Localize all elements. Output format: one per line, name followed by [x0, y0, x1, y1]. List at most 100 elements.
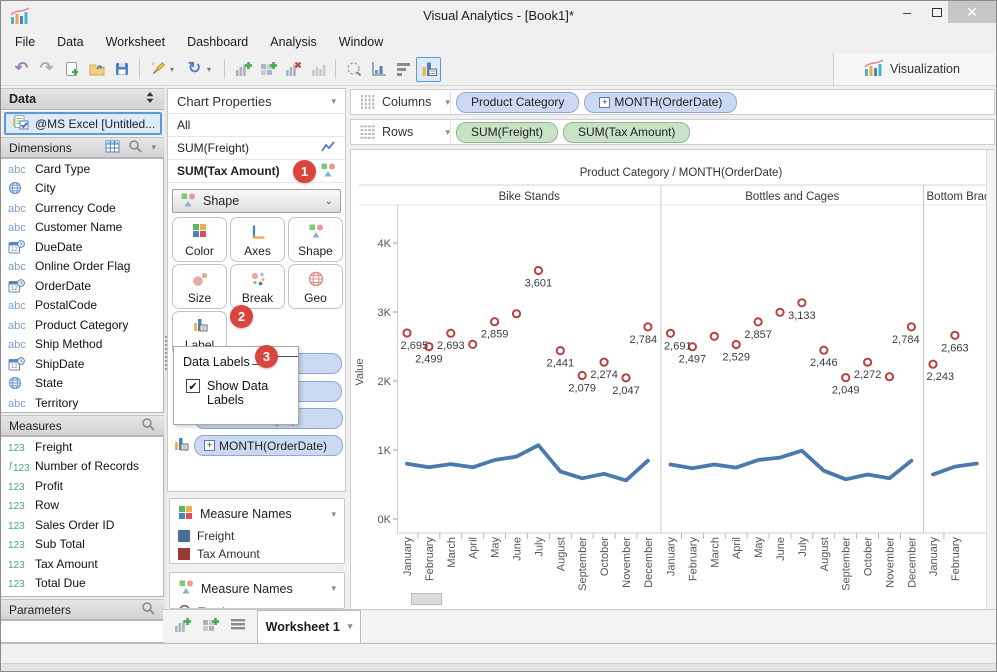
legend-item-tax-amount[interactable]: Tax Amount: [170, 602, 344, 608]
menu-item-file[interactable]: File: [15, 35, 36, 49]
dimension-orderdate[interactable]: 12 OrderDate: [1, 276, 163, 296]
splitter-handle-icon[interactable]: [164, 336, 167, 370]
legend-item-tax-amount[interactable]: Tax Amount: [170, 545, 344, 563]
dimension-shipdate[interactable]: 12 ShipDate: [1, 354, 163, 374]
maximize-icon: [932, 7, 942, 17]
new-file-button[interactable]: [59, 57, 84, 82]
color-button[interactable]: Color: [172, 217, 227, 262]
menu-item-worksheet[interactable]: Worksheet: [105, 35, 166, 49]
shape-dropdown[interactable]: Shape ⌄: [172, 189, 341, 213]
menu-item-data[interactable]: Data: [57, 35, 84, 49]
legend-item-freight[interactable]: Freight: [170, 527, 344, 545]
remove-chart-button[interactable]: [280, 57, 305, 82]
size-button[interactable]: Size: [172, 264, 227, 309]
measure-profit[interactable]: 123 Profit: [1, 476, 163, 496]
measure-freight[interactable]: 123 Freight: [1, 437, 163, 457]
horizontal-scrollbar-thumb[interactable]: [411, 593, 442, 605]
data-labels-toggle-button[interactable]: [416, 56, 441, 82]
add-chart-button[interactable]: [230, 57, 255, 82]
axes-button[interactable]: Axes: [230, 217, 285, 262]
pill-sum-freight-[interactable]: SUM(Freight): [456, 121, 559, 143]
measure-number-of-records[interactable]: ƒ 123 Number of Records: [1, 457, 163, 477]
bar-chart-gray-button[interactable]: [305, 57, 330, 82]
dimension-online-order-flag[interactable]: abc Online Order Flag: [1, 257, 163, 277]
dimension-duedate[interactable]: 12 DueDate: [1, 237, 163, 257]
geo-button[interactable]: Geo: [288, 264, 343, 309]
connection-item[interactable]: @MS Excel [Untitled...: [4, 112, 162, 135]
lasso-button[interactable]: [341, 57, 366, 82]
new-dashboard-icon[interactable]: [201, 616, 219, 637]
search-icon[interactable]: [128, 139, 143, 157]
legend-header[interactable]: Measure Names ▾: [170, 573, 344, 602]
dimension-currency-code[interactable]: abc Currency Code: [1, 198, 163, 218]
columns-shelf-label[interactable]: Columns ▾: [351, 90, 451, 114]
dimension-card-type[interactable]: abc Card Type: [1, 159, 163, 179]
expand-plus-icon[interactable]: +: [599, 96, 611, 108]
menu-item-window[interactable]: Window: [338, 35, 384, 49]
refresh-button[interactable]: ↻: [187, 60, 202, 77]
circle-outline-icon: [178, 604, 191, 608]
panel-splitter[interactable]: [164, 86, 167, 663]
chevron-down-icon[interactable]: ▾: [170, 64, 175, 74]
new-worksheet-icon[interactable]: [173, 616, 191, 637]
dimension-product-category[interactable]: abc Product Category: [1, 315, 163, 335]
chart-plot[interactable]: Product Category / MONTH(OrderDate) Bike …: [351, 150, 994, 610]
minimize-button[interactable]: –: [903, 4, 911, 20]
measure-tax-amount[interactable]: 123 Tax Amount: [1, 554, 163, 574]
redo-button[interactable]: ↷: [39, 60, 54, 77]
chart-area[interactable]: Product Category / MONTH(OrderDate) Bike …: [350, 149, 995, 611]
legend-header[interactable]: Measure Names ▾: [170, 499, 344, 527]
dimension-territory[interactable]: abc Territory: [1, 393, 163, 412]
save-button[interactable]: [109, 57, 134, 82]
close-button[interactable]: ✕: [948, 1, 996, 23]
month-pill-row: + MONTH(OrderDate): [173, 435, 343, 456]
dimension-customer-name[interactable]: abc Customer Name: [1, 218, 163, 238]
properties-row-sum-tax[interactable]: SUM(Tax Amount): [168, 160, 345, 183]
worksheet-tab[interactable]: Worksheet 1 ▾: [257, 609, 361, 643]
break-button[interactable]: Break: [230, 264, 285, 309]
chart-properties-header[interactable]: Chart Properties ▾: [168, 89, 345, 114]
worksheet-list-icon[interactable]: [229, 616, 247, 637]
expand-plus-icon[interactable]: +: [204, 440, 215, 451]
abc-icon: abc: [8, 319, 35, 331]
chevron-down-icon[interactable]: ▾: [207, 64, 212, 74]
measure-total-due[interactable]: 123 Total Due: [1, 574, 163, 594]
search-icon[interactable]: [141, 417, 156, 435]
undo-button[interactable]: ↶: [14, 60, 29, 77]
field-label: Product Category: [35, 317, 129, 332]
dimension-postalcode[interactable]: abc PostalCode: [1, 296, 163, 316]
pill-month-orderdate-[interactable]: + MONTH(OrderDate): [584, 91, 738, 113]
pill-product-category[interactable]: Product Category: [456, 91, 580, 113]
svg-text:August: August: [555, 537, 567, 571]
sort-ascending-button[interactable]: [366, 57, 391, 82]
measure-row[interactable]: 123 Row: [1, 496, 163, 516]
measure-sub-total[interactable]: 123 Sub Total: [1, 535, 163, 555]
pill-month-orderdate[interactable]: + MONTH(OrderDate): [194, 435, 343, 456]
vertical-scrollbar[interactable]: [986, 150, 995, 610]
chevron-down-icon[interactable]: ▾: [151, 142, 156, 152]
size-button-label: Size: [187, 291, 212, 305]
data-wand-button[interactable]: [145, 57, 170, 82]
measure-sales-order-id[interactable]: 123 Sales Order ID: [1, 515, 163, 535]
rows-shelf-label[interactable]: Rows ▾: [351, 120, 451, 144]
sort-descending-button[interactable]: [391, 57, 416, 82]
menu-item-dashboard[interactable]: Dashboard: [187, 35, 249, 49]
pill-sum-tax-amount-[interactable]: SUM(Tax Amount): [563, 121, 691, 143]
toolbar-separator: [224, 59, 225, 79]
visualization-tab[interactable]: Visualization: [833, 53, 996, 86]
collapse-expand-icon[interactable]: [144, 91, 156, 107]
dimension-ship-method[interactable]: abc Ship Method: [1, 335, 163, 355]
properties-row-sum-freight[interactable]: SUM(Freight): [168, 137, 345, 160]
table-grid-icon[interactable]: [105, 140, 120, 156]
open-folder-button[interactable]: [84, 57, 109, 82]
maximize-button[interactable]: [924, 1, 950, 23]
dimension-state[interactable]: State: [1, 374, 163, 394]
add-dashboard-button[interactable]: [255, 57, 280, 82]
menu-item-analysis[interactable]: Analysis: [270, 35, 317, 49]
search-icon[interactable]: [141, 601, 156, 619]
svg-text:abc: abc: [8, 203, 26, 214]
dimension-city[interactable]: City: [1, 179, 163, 199]
shape-button[interactable]: Shape: [288, 217, 343, 262]
properties-row-all[interactable]: All: [168, 114, 345, 137]
show-data-labels-checkbox[interactable]: ✔: [186, 379, 200, 393]
